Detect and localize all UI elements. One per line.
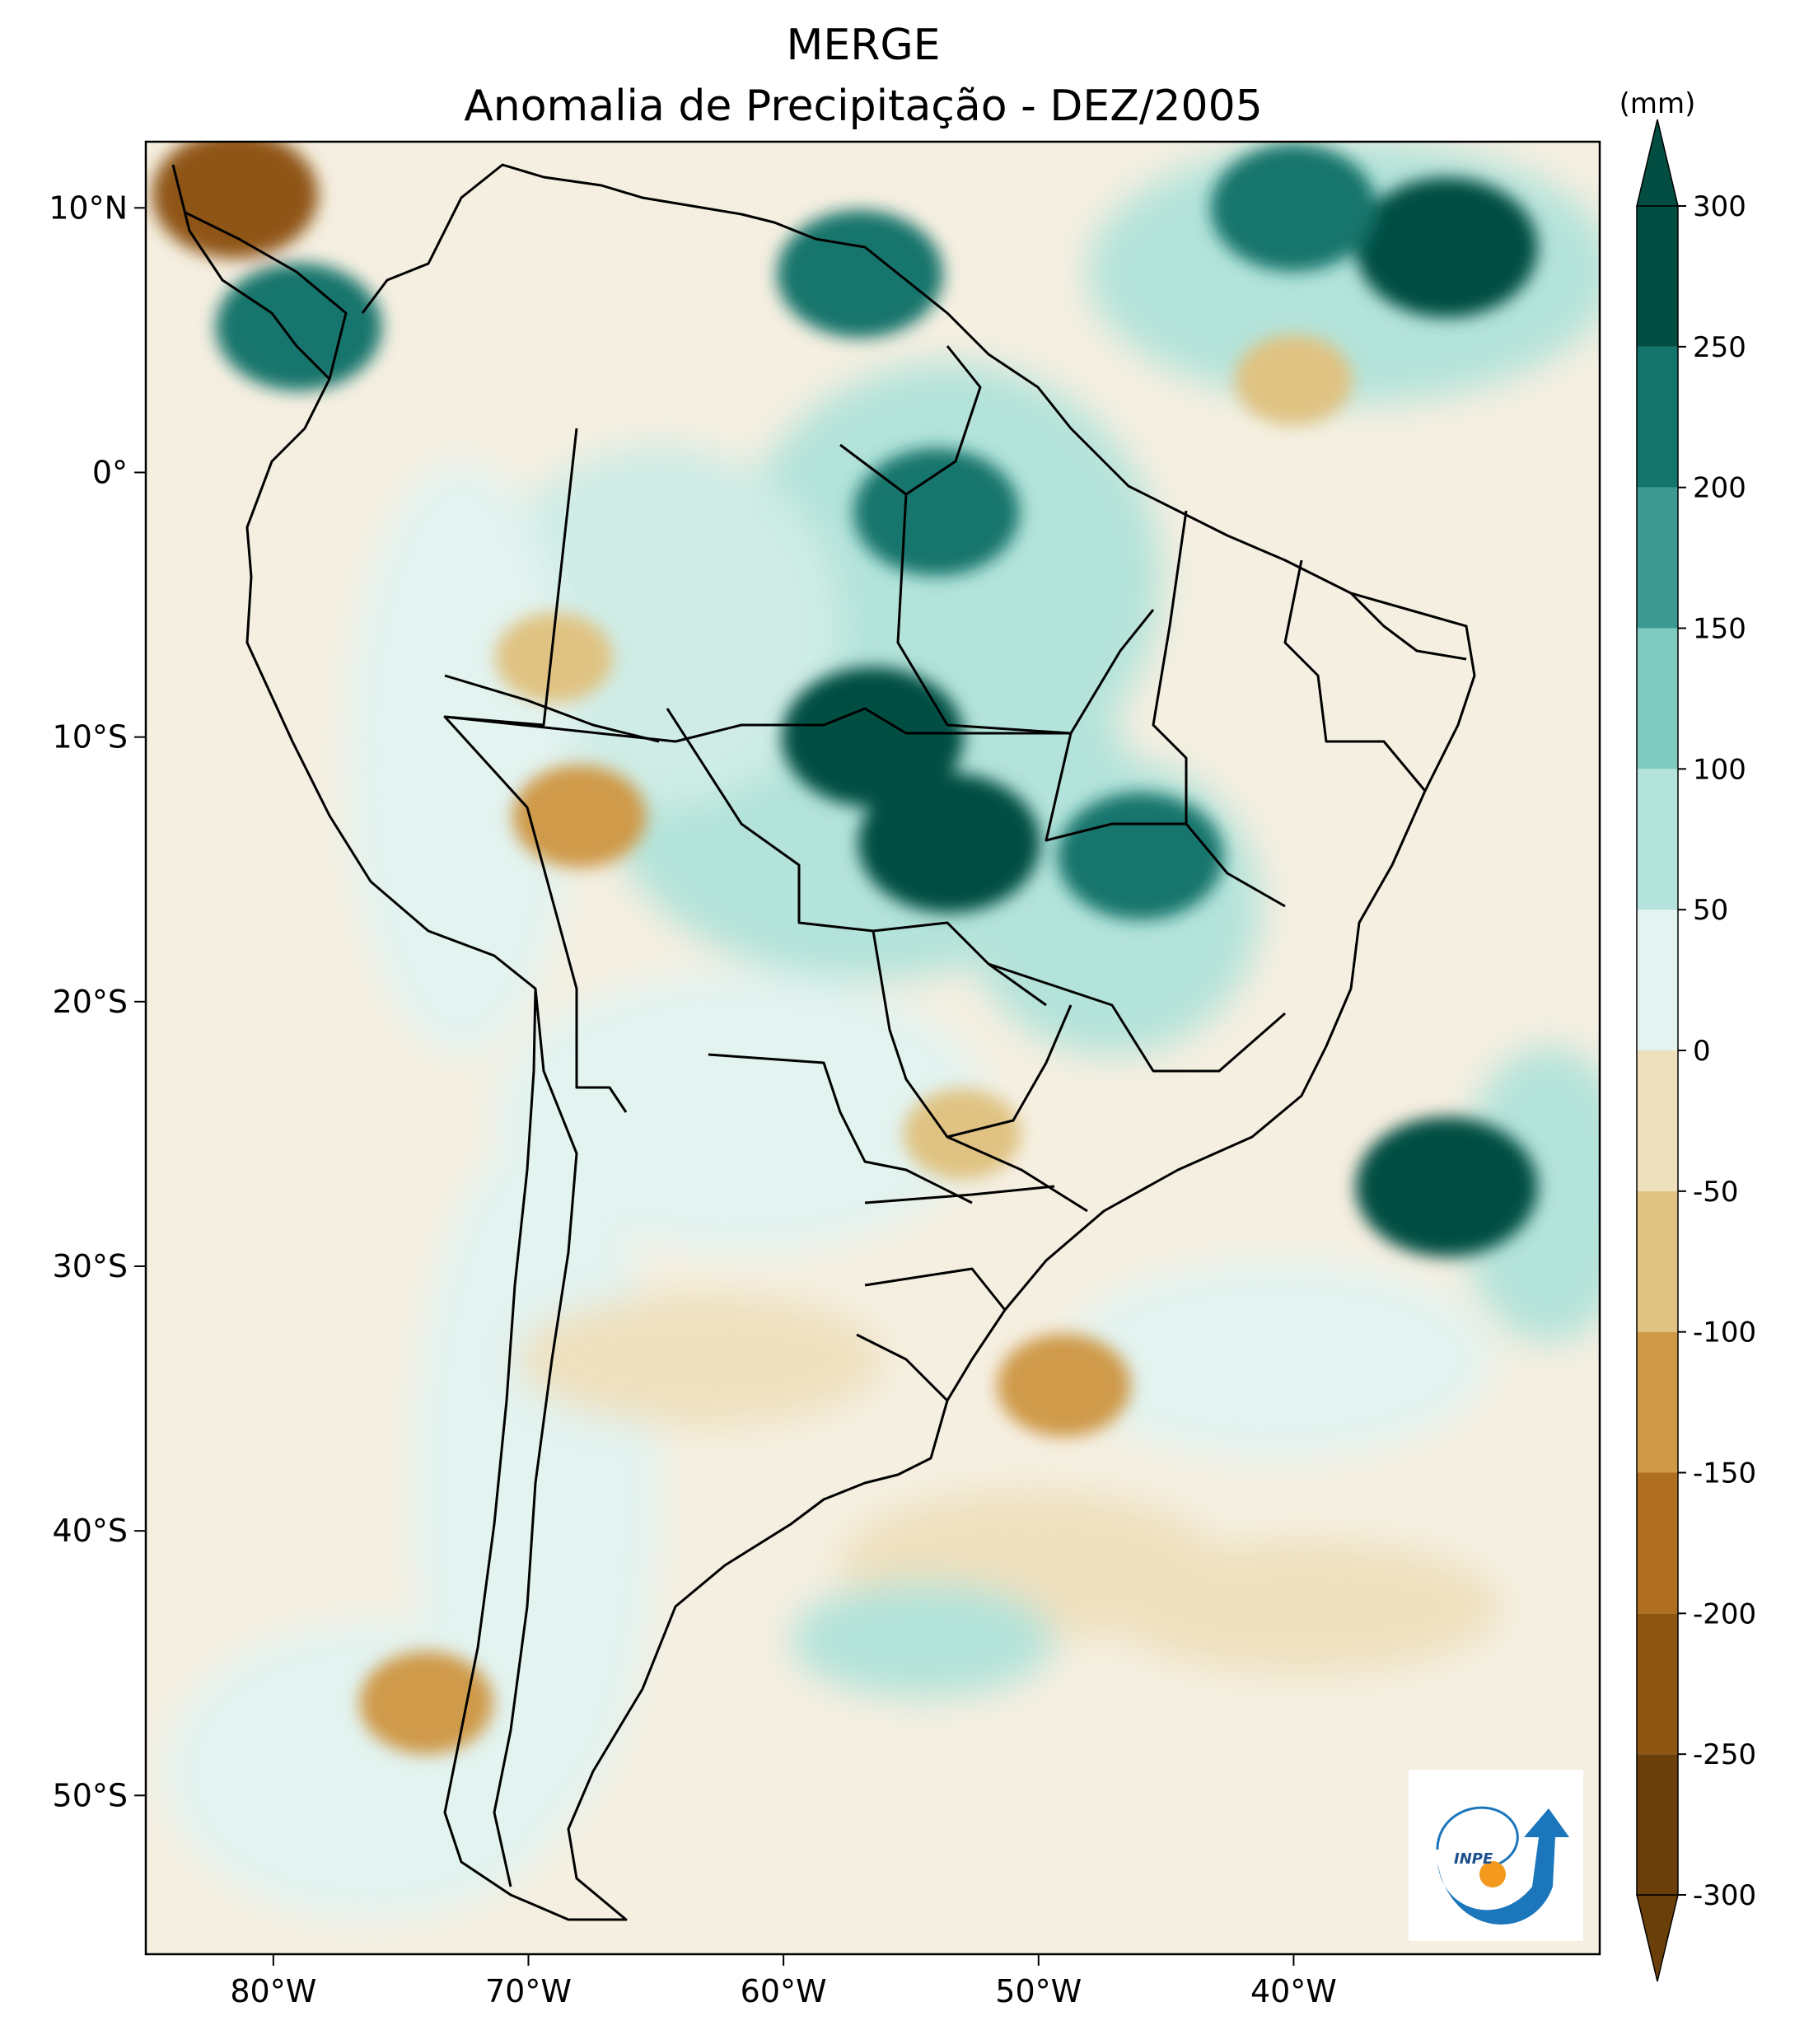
colorbar-unit-label: (mm) [1619, 87, 1696, 120]
colorbar-extend-low [1636, 1894, 1679, 1982]
anomaly-field-broad [165, 142, 1600, 1920]
anomaly-feature-6 [782, 667, 964, 807]
logo-arrow-icon [1437, 1808, 1569, 1925]
lon-tick-label: 50°W [995, 1973, 1082, 2009]
lat-tick-label: 20°S [53, 984, 128, 1020]
anomaly-feature-12 [997, 1333, 1131, 1437]
colorbar-extend-high [1636, 119, 1679, 207]
map-frame [144, 140, 1601, 1956]
colorbar: (mm) -300 -250 -200 -150 -100 -50 0 50 100 150 200… [1619, 87, 1756, 1982]
colorbar-tick-label: 300 [1693, 190, 1746, 223]
colorbar-segment [1637, 1190, 1678, 1332]
lon-tick-label: 70°W [485, 1973, 572, 2009]
anomaly-feature-13 [1355, 1116, 1538, 1257]
lon-tick-label: 40°W [1250, 1973, 1337, 2009]
inpe-logo: INPE [1409, 1770, 1583, 1941]
colorbar-tick-label: -250 [1693, 1738, 1756, 1771]
colorbar-segment [1637, 1331, 1678, 1473]
colorbar-tick-label: 0 [1693, 1035, 1711, 1068]
lat-tick-label: 50°S [53, 1777, 128, 1813]
longitude-axis: 80°W 70°W 60°W 50°W 40°W [230, 1954, 1337, 2009]
logo-orbit-icon [1436, 1806, 1519, 1865]
colorbar-segment [1637, 1613, 1678, 1755]
colorbar-tick-label: 50 [1693, 894, 1728, 927]
anomaly-feature-9 [512, 765, 647, 868]
colorbar-segments [1636, 119, 1679, 1982]
logo-sun-icon [1479, 1861, 1506, 1887]
amazonas-state-line [444, 674, 660, 743]
colorbar-segment [1637, 910, 1678, 1050]
figure-title-line1: MERGE [786, 21, 940, 70]
chile-inner-border [493, 988, 578, 1887]
lat-tick-label: 10°S [53, 719, 128, 755]
colorbar-segment [1637, 346, 1678, 488]
colorbar-tick-label: 100 [1693, 753, 1746, 786]
colorbar-segment [1637, 628, 1678, 769]
anomaly-feature-8 [1057, 792, 1224, 920]
map-panel [146, 142, 1600, 1954]
anomaly-feature-5 [853, 448, 1020, 577]
colorbar-segment [1637, 206, 1678, 347]
colorbar-labels: -300 -250 -200 -150 -100 -50 0 50 100 150 200 250 30… [1678, 190, 1756, 1912]
anomaly-field-features [152, 142, 1538, 1755]
figure-title-line2: Anomalia de Precipitação - DEZ/2005 [464, 82, 1263, 131]
lat-tick-label: 40°S [53, 1513, 128, 1549]
colorbar-tick-label: 250 [1693, 331, 1746, 364]
logo-text: INPE [1454, 1850, 1493, 1868]
colorbar-tick-label: -300 [1693, 1879, 1756, 1912]
anomaly-feature-10 [494, 612, 613, 704]
anomaly-feature-0 [152, 142, 319, 259]
colorbar-tick-label: -150 [1693, 1457, 1756, 1490]
lat-tick-label: 30°S [53, 1248, 128, 1284]
anomaly-feature-15 [359, 1651, 493, 1755]
lon-tick-label: 80°W [230, 1973, 316, 2009]
anomaly-feature-3 [1355, 177, 1538, 318]
anomaly-feature-1 [216, 263, 382, 391]
anomaly-feature-2 [777, 210, 943, 339]
central-america-coast [171, 164, 331, 381]
colorbar-tick-label: -50 [1693, 1176, 1739, 1209]
colorbar-tick-label: 200 [1693, 472, 1746, 505]
colorbar-tick-label: -100 [1693, 1317, 1756, 1349]
colorbar-tick-label: -200 [1693, 1597, 1756, 1630]
anomaly-feature-4 [1210, 143, 1377, 272]
colorbar-segment [1637, 769, 1678, 910]
lat-tick-label: 10°N [49, 189, 128, 226]
colorbar-segment [1637, 1754, 1678, 1895]
colorbar-segment [1637, 1050, 1678, 1191]
lat-tick-label: 0° [92, 454, 128, 490]
coastline-borders [171, 163, 1476, 1921]
latitude-axis: 10°N 0° 10°S 20°S 30°S 40°S 50°S [49, 189, 146, 1813]
colorbar-segment [1637, 487, 1678, 629]
anomaly-feature-14 [1234, 334, 1353, 426]
colorbar-tick-label: 150 [1693, 613, 1746, 646]
lon-tick-label: 60°W [741, 1973, 827, 2009]
border-lines [443, 345, 1467, 1402]
colorbar-segment [1637, 1472, 1678, 1614]
anomaly-feature-7 [858, 773, 1040, 914]
